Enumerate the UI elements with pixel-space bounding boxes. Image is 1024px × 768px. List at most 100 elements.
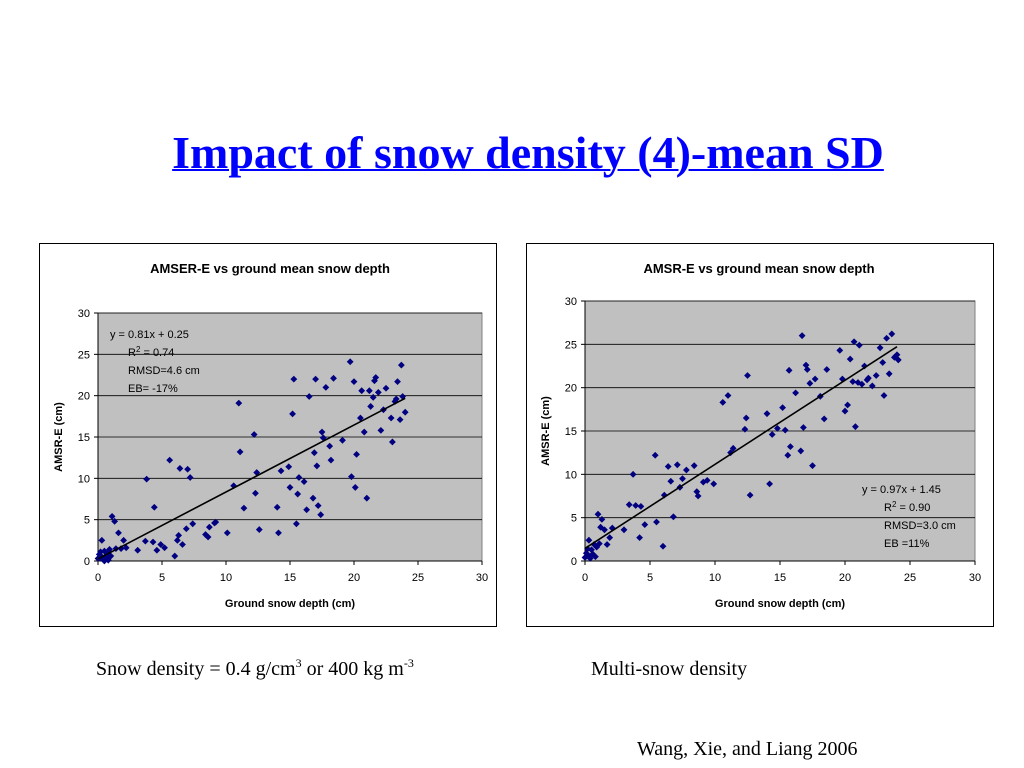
data-point [637,503,645,510]
annotation-r2: R2 = 0.90 [884,500,930,514]
slide-title: Impact of snow density (4)-mean SD [172,127,884,178]
data-point [275,529,282,537]
data-point [865,374,872,382]
data-point [387,414,395,422]
data-point [880,392,888,399]
data-point [293,520,300,528]
data-point [653,518,660,526]
y-tick-label: 10 [78,473,90,485]
data-point [823,366,831,373]
data-point [149,538,157,546]
data-point [820,415,828,423]
data-point [397,361,405,369]
data-point [189,520,197,528]
data-point [273,503,281,511]
y-tick-label: 20 [78,391,90,403]
data-point [719,399,727,406]
annotation-text: EB =11% [884,538,930,550]
data-point [369,393,377,401]
data-point [585,536,593,544]
scatter-chart-multi-density: AMSR-E vs ground mean snow depth 0 5 10 15 20… [526,243,994,627]
x-tick-label: 0 [582,572,588,584]
data-point [800,424,807,431]
y-tick-label: 20 [565,383,577,395]
data-point [327,456,335,464]
data-point [367,403,375,410]
data-point [625,501,633,509]
data-point [741,425,749,433]
data-point [252,489,259,497]
data-point [351,484,359,491]
y-tick-label: 15 [565,426,577,438]
data-point [358,387,366,395]
data-point [122,544,130,552]
data-point [143,475,151,483]
data-point [836,347,844,354]
data-point [310,449,318,457]
data-point [746,491,754,499]
data-point [742,414,750,422]
data-point [844,401,851,409]
data-point [779,404,786,411]
data-point [888,330,896,338]
y-axis-label: AMSR-E (cm) [540,396,552,466]
data-point [392,395,400,403]
annotation-text: EB= -17% [128,383,178,395]
data-point [230,482,238,490]
data-point [879,359,887,366]
caption-left-text-2: or 400 kg m [301,658,404,680]
data-point [660,491,668,499]
data-point [792,389,799,397]
annotation-text: RMSD=3.0 cm [884,520,956,532]
data-point [727,449,734,457]
data-point [317,511,325,519]
data-point [806,379,814,387]
x-tick-label: 5 [647,572,653,584]
y-tick-label: 0 [84,556,90,568]
data-point [374,388,382,396]
data-point [339,436,346,444]
y-tick-label: 5 [84,515,90,527]
data-point [223,529,231,537]
data-point [360,428,368,436]
citation: Wang, Xie, and Liang 2006 [637,738,858,760]
data-point [150,503,158,511]
data-point [595,540,603,548]
data-point [885,370,893,378]
caption-multi-density: Multi-snow density [591,658,748,680]
data-point [861,362,868,370]
data-point [153,546,161,554]
data-point [318,428,326,436]
data-point [868,382,876,390]
data-point [651,451,659,459]
data-point [350,378,358,386]
scatter-chart-single-density: AMSER-E vs ground mean snow depth 0 5 10 15 2… [39,243,497,627]
trend-line [97,397,406,560]
data-point [787,443,794,450]
data-point [186,474,194,481]
data-point [803,366,811,373]
data-point [182,525,190,533]
data-point [784,451,792,459]
caption-left-text-1: Snow density = 0.4 g/cm [96,658,296,680]
data-point [774,425,781,432]
chart-left-svg: AMSER-E vs ground mean snow depth 0 5 10 15 2… [53,261,488,610]
annotation-text: y = 0.97x + 1.45 [862,484,941,496]
data-point [394,378,401,386]
annotation-text: y = 0.81x + 0.25 [110,329,189,341]
data-point [872,372,880,379]
data-point [161,544,168,552]
trend-line [584,346,898,550]
data-point [603,541,611,548]
data-point [590,541,598,548]
data-point [175,531,183,539]
data-point [797,447,805,455]
data-point [629,470,637,478]
data-point [173,536,181,544]
data-point [295,474,303,481]
data-point [802,361,810,369]
data-point [115,529,122,537]
data-point [798,332,806,340]
data-point [396,416,404,424]
data-point [594,510,602,518]
